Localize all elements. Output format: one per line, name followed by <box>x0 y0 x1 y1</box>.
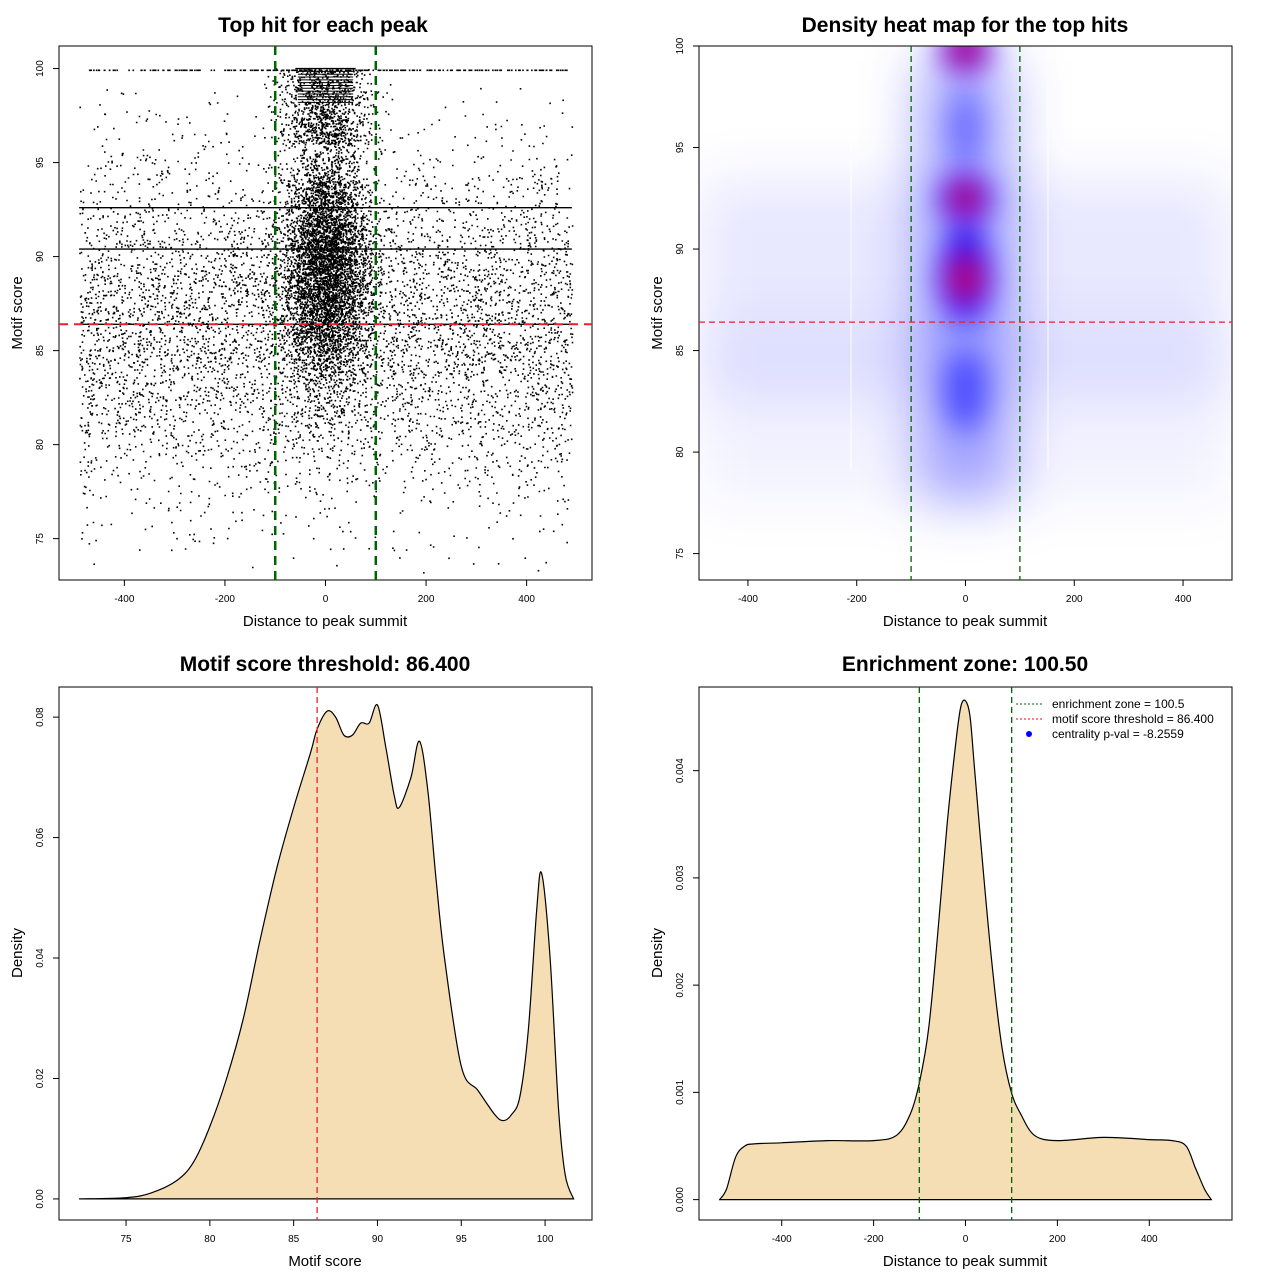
x-tick-label: 200 <box>418 594 435 605</box>
legend-pval-point <box>1026 731 1032 737</box>
y-tick-label: 0.08 <box>35 707 46 727</box>
panel3-xlabel: Motif score <box>288 1253 361 1270</box>
panel4-ylabel: Density <box>649 927 666 978</box>
panel4-reference-lines <box>918 687 1013 1220</box>
panel1-ylabel: Motif score <box>9 276 26 349</box>
y-tick-label: 75 <box>35 533 46 545</box>
panel3-density-area <box>79 704 575 1200</box>
panel3-title: Motif score threshold: 86.400 <box>180 653 471 676</box>
y-tick-label: 80 <box>35 439 46 451</box>
scatter-points <box>79 68 574 574</box>
panel1-points <box>79 68 574 574</box>
panel1-y-axis: 75 80 85 90 95 100 <box>35 60 59 544</box>
panel-scatter: Top hit for each peak -400 -200 0 200 400 75… <box>9 14 593 630</box>
panel2-ylabel: Motif score <box>649 276 666 349</box>
y-tick-label: 80 <box>675 446 686 458</box>
panel3-frame <box>58 686 593 1221</box>
panel1-bands <box>79 67 572 325</box>
panel2-x-axis: -400 -200 0 200 400 <box>738 580 1192 605</box>
x-tick-label: -200 <box>847 594 867 605</box>
y-tick-label: 100 <box>675 37 686 54</box>
y-tick-label: 85 <box>675 345 686 357</box>
panel1-title: Top hit for each peak <box>218 14 428 37</box>
panel4-title: Enrichment zone: 100.50 <box>842 653 1088 676</box>
x-tick-label: 0 <box>323 594 329 605</box>
heat-hotspot-bridge <box>947 89 984 166</box>
x-tick-label: -400 <box>738 594 758 605</box>
panel2-xlabel: Distance to peak summit <box>883 613 1048 630</box>
y-tick-label: 75 <box>675 548 686 560</box>
x-tick-label: 80 <box>204 1234 216 1245</box>
y-tick-label: 0.00 <box>35 1189 46 1209</box>
panel4-density-area <box>718 699 1213 1201</box>
y-tick-label: 90 <box>675 243 686 255</box>
panel2-title: Density heat map for the top hits <box>802 14 1129 37</box>
x-tick-label: 85 <box>288 1234 300 1245</box>
panel2-y-axis: 75 80 85 90 95 100 <box>675 37 699 559</box>
panel2-reference-lines <box>699 46 1232 580</box>
heat-hotspot <box>935 239 996 320</box>
x-tick-label: 400 <box>1141 1234 1158 1245</box>
panel3-ylabel: Density <box>9 927 26 978</box>
x-tick-label: -400 <box>772 1234 792 1245</box>
heat-hotspots <box>935 46 996 432</box>
y-tick-label: 0.001 <box>675 1079 686 1104</box>
y-tick-label: 95 <box>35 157 46 169</box>
x-tick-label: 400 <box>1175 594 1192 605</box>
y-tick-label: 95 <box>675 142 686 154</box>
panel4-x-axis: -400 -200 0 200 400 <box>772 1220 1158 1245</box>
panel2-heat <box>699 46 1232 580</box>
y-tick-label: 85 <box>35 345 46 357</box>
legend-enrichment-label: enrichment zone = 100.5 <box>1052 697 1185 711</box>
x-tick-label: -200 <box>215 594 235 605</box>
x-tick-label: 95 <box>456 1234 468 1245</box>
panel1-xlabel: Distance to peak summit <box>243 613 408 630</box>
panel4-legend: enrichment zone = 100.5 motif score thre… <box>1016 697 1214 741</box>
x-tick-label: -400 <box>114 594 134 605</box>
x-tick-label: 75 <box>120 1234 132 1245</box>
x-tick-label: 90 <box>372 1234 384 1245</box>
panel-distance-density: Enrichment zone: 100.50 -400 -200 0 200 400 … <box>649 653 1233 1270</box>
y-tick-label: 0.002 <box>675 972 686 997</box>
heat-hotspot <box>935 46 996 79</box>
heat-hotspot-tail <box>943 351 988 432</box>
x-tick-label: 200 <box>1049 1234 1066 1245</box>
x-tick-label: 0 <box>963 594 969 605</box>
y-tick-label: 0.004 <box>675 758 686 783</box>
x-tick-label: 200 <box>1066 594 1083 605</box>
y-tick-label: 100 <box>35 60 46 77</box>
x-tick-label: 400 <box>518 594 535 605</box>
heat-hotspot <box>935 170 996 227</box>
x-tick-label: 0 <box>963 1234 969 1245</box>
panel3-x-axis: 75 80 85 90 95 100 <box>120 1220 554 1245</box>
y-tick-label: 0.06 <box>35 827 46 847</box>
legend-pval-label: centrality p-val = -8.2559 <box>1052 727 1184 741</box>
panel4-y-axis: 0.000 0.001 0.002 0.003 0.004 <box>675 758 699 1212</box>
y-tick-label: 0.000 <box>675 1187 686 1212</box>
y-tick-label: 0.02 <box>35 1068 46 1088</box>
y-tick-label: 0.04 <box>35 948 46 968</box>
x-tick-label: -200 <box>864 1234 884 1245</box>
y-tick-label: 0.003 <box>675 865 686 890</box>
panel3-y-axis: 0.00 0.02 0.04 0.06 0.08 <box>35 707 59 1209</box>
x-tick-label: 100 <box>537 1234 554 1245</box>
panel-score-density: Motif score threshold: 86.400 75 80 85 90 95… <box>9 653 593 1270</box>
legend-threshold-label: motif score threshold = 86.400 <box>1052 712 1214 726</box>
panel-heatmap: Density heat map for the top hits -400 -2… <box>649 14 1233 630</box>
panel4-xlabel: Distance to peak summit <box>883 1253 1048 1270</box>
panel1-x-axis: -400 -200 0 200 400 <box>114 580 535 605</box>
y-tick-label: 90 <box>35 251 46 263</box>
